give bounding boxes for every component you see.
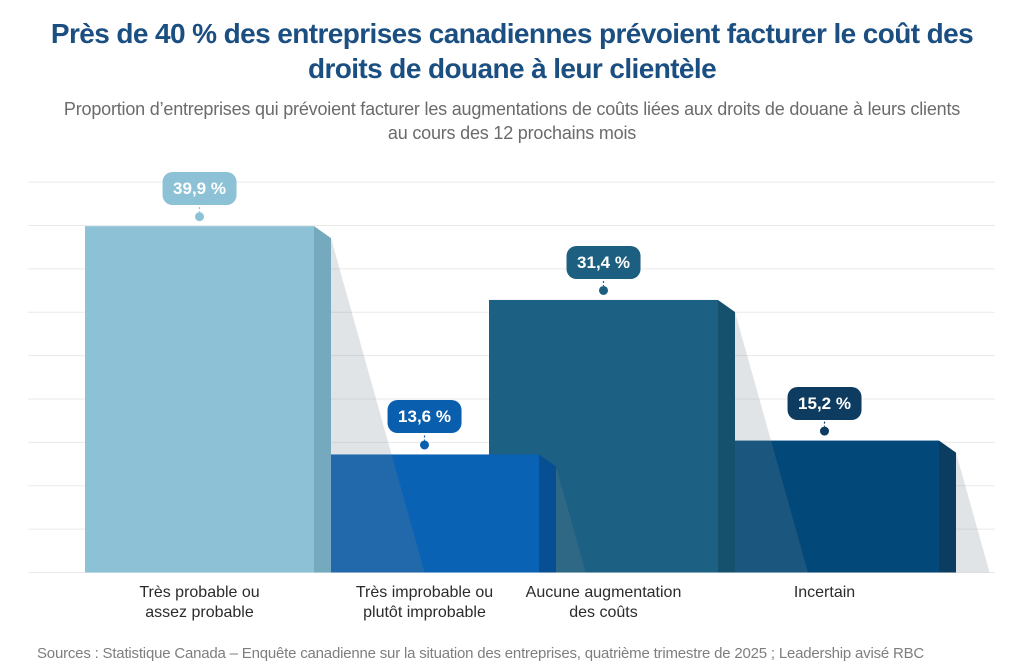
source-note: Sources : Statistique Canada – Enquête c… xyxy=(37,645,925,662)
x-axis-label: Très probable ou assez probable xyxy=(139,583,259,624)
x-axis-label-line: plutôt improbable xyxy=(363,604,486,622)
x-axis-label: Très improbable ou plutôt improbable xyxy=(356,583,493,624)
bar-side-0 xyxy=(314,226,331,573)
bar-face-1 xyxy=(310,454,539,573)
bar-shadow xyxy=(735,311,808,573)
value-label-pill: 15,2 % xyxy=(787,386,862,420)
value-label-pill: 39,9 % xyxy=(162,172,237,206)
x-axis-label-line: des coûts xyxy=(569,604,638,622)
chart-title: Près de 40 % des entreprises canadiennes… xyxy=(50,18,974,84)
bar-face-0 xyxy=(85,226,314,573)
x-axis-label: Aucune augmentation des coûts xyxy=(526,583,682,624)
label-dot xyxy=(820,426,829,436)
x-axis-label-line: Très improbable ou xyxy=(355,584,494,601)
x-axis-label-line: Très probable ou xyxy=(139,584,260,601)
x-axis-label-line: assez probable xyxy=(145,604,254,622)
bar-shadow xyxy=(956,452,990,573)
bar-shadow xyxy=(331,238,425,573)
label-dot xyxy=(420,440,429,450)
chart-subtitle: Proportion d’entreprises qui prévoient f… xyxy=(63,99,961,143)
bar-side-1 xyxy=(539,454,556,573)
bar-side-3 xyxy=(939,440,956,573)
value-label-pill: 13,6 % xyxy=(387,400,462,434)
bar-side-2 xyxy=(718,299,735,573)
x-axis-label-line: Incertain xyxy=(793,584,856,601)
x-axis-label-line: Aucune augmentation xyxy=(525,584,682,601)
bar-face-3 xyxy=(710,440,939,573)
label-dot xyxy=(195,212,204,222)
label-dot xyxy=(599,285,608,295)
bar-shadow xyxy=(556,466,586,573)
value-label-pill: 31,4 % xyxy=(566,245,641,279)
x-axis-label: Incertain xyxy=(794,583,855,603)
